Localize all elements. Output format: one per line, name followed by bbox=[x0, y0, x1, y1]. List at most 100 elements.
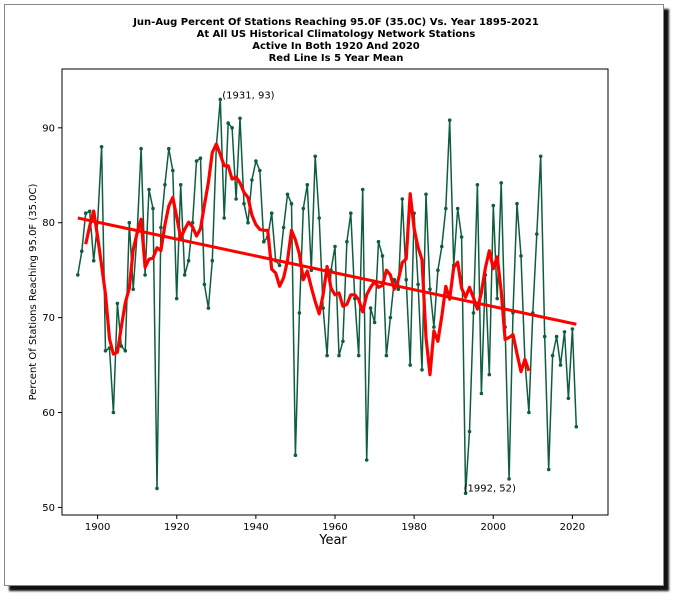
annual-point bbox=[364, 458, 369, 462]
annual-point bbox=[293, 453, 298, 458]
annual-point bbox=[218, 97, 223, 102]
annual-point bbox=[384, 353, 389, 358]
annual-point bbox=[297, 311, 302, 315]
annual-point bbox=[349, 211, 353, 215]
annual-point bbox=[262, 239, 266, 244]
annual-point bbox=[333, 244, 337, 249]
annual-point bbox=[376, 239, 381, 244]
annual-point bbox=[155, 486, 159, 491]
annual-point bbox=[198, 156, 203, 160]
annual-point bbox=[210, 258, 215, 263]
annual-point bbox=[554, 334, 559, 339]
annual-point bbox=[99, 145, 104, 149]
annual-point bbox=[424, 192, 428, 197]
annual-point bbox=[119, 344, 124, 348]
annual-point bbox=[111, 410, 116, 415]
annual-point bbox=[250, 178, 254, 182]
annual-point bbox=[562, 330, 567, 334]
annual-point bbox=[467, 429, 472, 434]
annual-point bbox=[143, 273, 147, 277]
annual-point bbox=[285, 192, 290, 197]
annual-point bbox=[420, 368, 424, 372]
annual-point bbox=[550, 353, 555, 358]
annual-point bbox=[325, 353, 329, 358]
annual-point bbox=[174, 296, 179, 301]
annual-point bbox=[83, 211, 88, 215]
annual-point bbox=[321, 306, 325, 310]
annual-point bbox=[242, 201, 246, 206]
annual-point bbox=[542, 334, 547, 339]
annual-point bbox=[289, 201, 294, 206]
annual-point bbox=[234, 197, 238, 201]
x-axis-label: Year bbox=[318, 533, 347, 548]
annual-point bbox=[570, 327, 575, 331]
annual-point bbox=[281, 225, 286, 230]
title-line-4: Red Line Is 5 Year Mean bbox=[269, 53, 404, 64]
annual-point bbox=[341, 339, 345, 344]
y-tick-label: 60 bbox=[42, 408, 55, 419]
annual-point bbox=[404, 277, 409, 282]
annual-point bbox=[139, 146, 143, 151]
annual-point bbox=[558, 363, 563, 367]
annual-point bbox=[127, 220, 132, 225]
x-tick-label: 2020 bbox=[560, 522, 585, 533]
annual-point bbox=[436, 268, 440, 273]
annual-point bbox=[194, 159, 199, 163]
annual-point bbox=[368, 306, 373, 310]
annual-point bbox=[471, 311, 476, 315]
annual-point bbox=[222, 216, 226, 220]
annual-point bbox=[499, 181, 504, 185]
title-line-1: Jun-Aug Percent Of Stations Reaching 95.… bbox=[132, 17, 539, 28]
annual-point bbox=[360, 187, 365, 192]
chart-title: Jun-Aug Percent Of Stations Reaching 95.… bbox=[132, 17, 539, 64]
annual-point bbox=[301, 206, 306, 211]
annual-point bbox=[230, 126, 234, 130]
annotation-min: (1992, 52) bbox=[464, 483, 516, 494]
annual-point bbox=[515, 201, 519, 206]
annual-point bbox=[546, 467, 551, 472]
annual-point bbox=[246, 220, 250, 225]
y-axis-label: Percent Of Stations Reaching 95.0F (35.0… bbox=[28, 183, 39, 400]
annual-point bbox=[345, 239, 349, 244]
annual-point bbox=[80, 249, 84, 253]
y-tick-label: 80 bbox=[42, 218, 55, 229]
annual-point bbox=[258, 168, 262, 173]
x-tick-label: 1920 bbox=[164, 522, 189, 533]
annual-point bbox=[527, 410, 531, 415]
annual-point bbox=[491, 203, 496, 208]
annual-point bbox=[416, 282, 420, 287]
annual-point bbox=[447, 118, 452, 122]
annotation-max: (1931, 93) bbox=[222, 90, 274, 101]
annual-point bbox=[400, 197, 405, 201]
annual-point bbox=[356, 353, 361, 358]
annual-point bbox=[202, 282, 207, 287]
y-tick-label: 70 bbox=[42, 313, 55, 324]
annual-point bbox=[226, 121, 230, 125]
axis-ticks: 1900 1920 1940 1960 1980 2000 2020 50 60 70 80 90 bbox=[42, 123, 585, 533]
annual-point bbox=[507, 477, 511, 481]
annual-point bbox=[159, 225, 163, 230]
annual-point bbox=[115, 301, 120, 306]
annual-point bbox=[317, 216, 322, 220]
annual-point bbox=[538, 154, 543, 159]
annual-point bbox=[131, 287, 135, 292]
annual-point bbox=[574, 424, 579, 429]
annual-point bbox=[396, 287, 401, 292]
annual-point bbox=[91, 258, 96, 263]
annual-point bbox=[380, 254, 385, 258]
annual-point bbox=[103, 349, 108, 353]
annual-point bbox=[388, 315, 393, 320]
annual-point bbox=[487, 372, 492, 377]
annual-point bbox=[163, 183, 167, 187]
annual-point bbox=[459, 235, 464, 239]
annual-point bbox=[254, 159, 258, 163]
annual-point bbox=[475, 183, 480, 187]
annual-point bbox=[182, 273, 187, 277]
annual-point bbox=[566, 396, 571, 401]
annual-point bbox=[76, 273, 80, 277]
annual-point bbox=[372, 320, 377, 325]
annual-point bbox=[428, 287, 432, 292]
annual-point bbox=[238, 116, 242, 121]
y-tick-label: 50 bbox=[42, 503, 55, 514]
